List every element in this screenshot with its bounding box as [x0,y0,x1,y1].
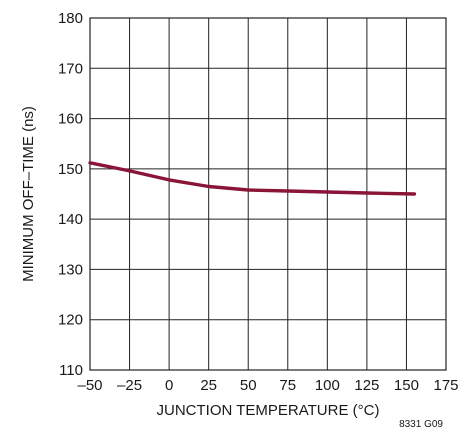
x-tick-label: 50 [240,377,257,394]
y-axis-title: MINIMUM OFF–TIME (ns) [20,106,37,282]
y-tick-label: 110 [59,362,83,379]
y-tick-label: 160 [58,111,83,128]
x-tick-label: 25 [200,377,217,394]
x-tick-label: 0 [165,377,173,394]
y-tick-label: 140 [58,211,83,228]
figure-id: 8331 G09 [399,419,443,430]
series-line [88,161,417,196]
y-tick-labels: 110 120 130 140 150 160 170 180 [58,10,83,379]
x-tick-label: 75 [279,377,296,394]
x-tick-label: 125 [354,377,379,394]
x-tick-label: –25 [117,377,142,394]
x-tick-label: –50 [77,377,102,394]
y-tick-label: 150 [58,161,83,178]
x-tick-label: 175 [433,377,458,394]
x-tick-labels: –50 –25 0 25 50 75 100 125 150 175 [77,377,458,394]
x-tick-label: 150 [394,377,419,394]
y-tick-label: 170 [58,60,83,77]
series-layer [88,161,417,196]
x-tick-label: 100 [315,377,340,394]
grid-lines [90,18,446,370]
x-axis-title: JUNCTION TEMPERATURE (°C) [157,402,380,419]
plot-frame [89,17,447,371]
y-tick-label: 120 [58,312,83,329]
y-tick-label: 130 [58,261,83,278]
y-tick-label: 180 [58,10,83,27]
